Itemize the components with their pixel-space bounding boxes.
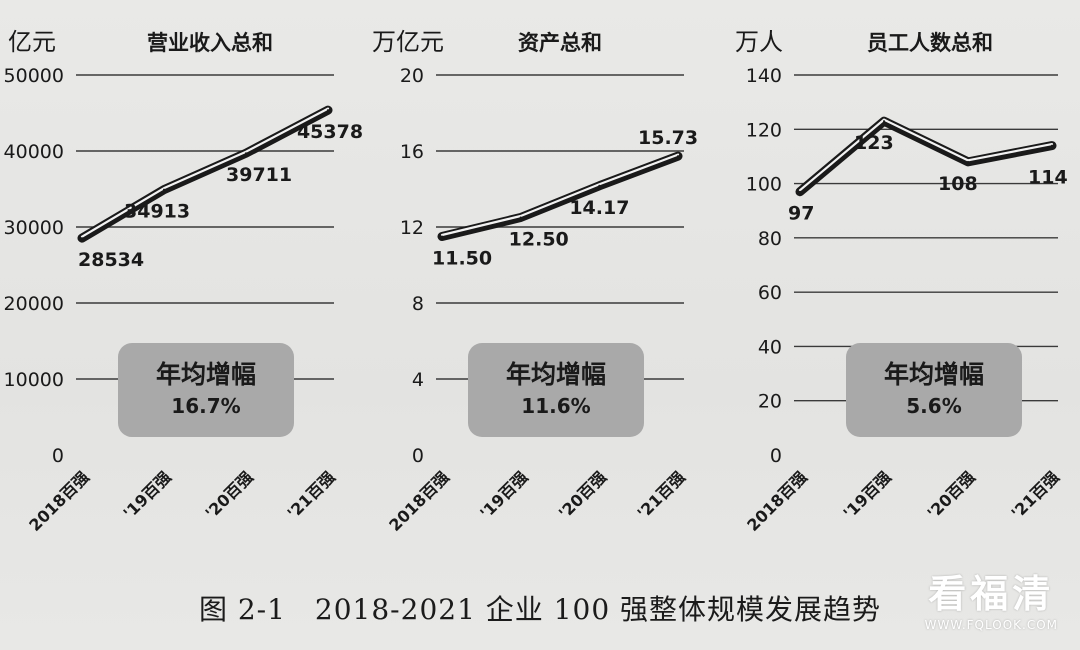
x-tick-label: '20百强 (202, 467, 257, 522)
data-label: 108 (938, 173, 978, 195)
series-line (795, 116, 1057, 197)
y-tick-label: 20 (758, 391, 782, 413)
growth-box (118, 343, 294, 437)
series-line (437, 151, 683, 241)
series-line-highlight (798, 118, 1054, 192)
data-point (441, 235, 443, 238)
growth-box-value: 16.7% (171, 394, 240, 418)
x-tick-label: '21百强 (284, 467, 339, 522)
y-tick-label: 60 (758, 282, 782, 304)
y-tick-label: 100 (746, 174, 782, 196)
x-tick-label: 2018百强 (743, 467, 811, 535)
data-label: 114 (1028, 167, 1068, 189)
y-tick-label: 0 (52, 445, 64, 467)
data-label: 14.17 (569, 197, 629, 219)
y-tick-label: 40000 (4, 141, 64, 163)
data-point (967, 160, 969, 163)
y-tick-label: 0 (412, 445, 424, 467)
x-tick-label: '21百强 (634, 467, 689, 522)
data-point (81, 237, 83, 240)
x-tick-label: '20百强 (555, 467, 610, 522)
data-point (163, 188, 165, 191)
x-tick-label: '19百强 (120, 467, 175, 522)
y-tick-label: 40 (758, 336, 782, 358)
x-tick-label: '21百强 (1008, 467, 1063, 522)
charts-canvas: 亿元 营业收入总和01000020000300004000050000年均增幅16… (4, 28, 1068, 535)
y-tick-label: 140 (746, 65, 782, 87)
watermark-text: 看福清 (928, 572, 1055, 616)
y-tick-label: 4 (412, 369, 424, 391)
y-tick-label: 50000 (4, 65, 64, 87)
data-point (1051, 144, 1053, 147)
data-label: 12.50 (509, 229, 569, 251)
unit-label: 万人 (735, 28, 783, 56)
y-tick-label: 20000 (4, 293, 64, 315)
chart-title: 员工人数总和 (867, 31, 993, 55)
data-point (799, 190, 801, 193)
data-point (327, 109, 329, 112)
series-line (77, 105, 333, 243)
x-tick-label: 2018百强 (25, 467, 93, 535)
growth-box-label: 年均增幅 (506, 360, 606, 389)
unit-label: 万亿元 (372, 28, 444, 56)
data-label: 15.73 (638, 127, 698, 149)
x-tick-label: '19百强 (476, 467, 531, 522)
growth-box (846, 343, 1022, 437)
y-tick-label: 80 (758, 228, 782, 250)
x-tick-label: '19百强 (840, 467, 895, 522)
growth-box (468, 343, 644, 437)
y-tick-label: 120 (746, 119, 782, 141)
data-point (677, 155, 679, 158)
growth-box-value: 5.6% (906, 394, 961, 418)
chart-title: 营业收入总和 (147, 31, 273, 55)
data-label: 34913 (124, 201, 190, 223)
data-label: 11.50 (432, 248, 492, 270)
y-tick-label: 12 (400, 217, 424, 239)
y-tick-label: 20 (400, 65, 424, 87)
data-point (883, 120, 885, 123)
data-label: 39711 (226, 164, 292, 186)
data-label: 45378 (297, 121, 363, 143)
data-point (519, 216, 522, 219)
x-tick-label: '20百强 (924, 467, 979, 522)
series-line-highlight (80, 107, 330, 238)
growth-box-value: 11.6% (521, 394, 590, 418)
y-tick-label: 0 (770, 445, 782, 467)
y-tick-label: 10000 (4, 369, 64, 391)
y-tick-label: 16 (400, 141, 424, 163)
figure-caption: 图 2-1 2018-2021 企业 100 强整体规模发展趋势 (198, 593, 882, 626)
watermark-url: WWW.FQLOOK.COM (924, 618, 1058, 632)
x-tick-label: 2018百强 (385, 467, 453, 535)
growth-box-label: 年均增幅 (884, 360, 984, 389)
watermark: 看福清 WWW.FQLOOK.COM (925, 563, 1058, 632)
chart-title: 资产总和 (518, 31, 602, 55)
data-label: 28534 (78, 249, 144, 271)
data-label: 97 (788, 203, 814, 225)
unit-label: 亿元 (8, 28, 56, 56)
series-line-highlight (440, 153, 680, 237)
y-tick-label: 8 (412, 293, 424, 315)
data-point (245, 152, 247, 155)
data-label: 123 (854, 132, 894, 154)
data-point (598, 184, 601, 187)
y-tick-label: 30000 (4, 217, 64, 239)
growth-box-label: 年均增幅 (156, 360, 256, 389)
